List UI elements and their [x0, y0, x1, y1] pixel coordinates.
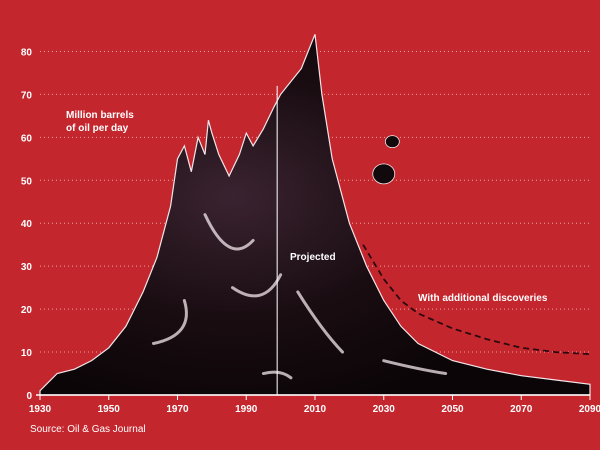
- additional-discoveries-label: With additional discoveries: [418, 293, 548, 304]
- projected-label: Projected: [290, 252, 336, 263]
- y-tick-label: 80: [21, 47, 33, 58]
- y-tick-label: 50: [21, 176, 33, 187]
- production-area: [39, 34, 591, 396]
- additional-discoveries-line: [362, 244, 591, 356]
- annotations: Million barrels of oil per day Projected…: [30, 110, 548, 435]
- x-tick-label: 1950: [98, 404, 121, 415]
- oil-highlight: [151, 299, 188, 345]
- oil-highlight: [382, 359, 448, 376]
- y-axis-label-line-2: of oil per day: [66, 123, 129, 134]
- oil-highlight: [203, 213, 255, 251]
- y-tick-label: 10: [21, 348, 33, 359]
- oil-highlight: [261, 370, 293, 380]
- x-tick-label: 2010: [304, 404, 327, 415]
- x-tick-label: 1990: [235, 404, 258, 415]
- oil-highlight: [296, 290, 344, 354]
- x-tick-label: 1930: [29, 404, 52, 415]
- production-area-shape: [39, 34, 591, 396]
- y-tick-label: 30: [21, 262, 33, 273]
- x-tick-label: 2090: [579, 404, 600, 415]
- y-tick-label: 0: [26, 391, 32, 402]
- projection-lines: [276, 85, 591, 395]
- x-tick-label: 2050: [441, 404, 464, 415]
- x-tick-label: 2030: [373, 404, 396, 415]
- x-tick-label: 2070: [510, 404, 533, 415]
- y-tick-label: 40: [21, 219, 33, 230]
- oil-droplet: [384, 135, 400, 149]
- y-tick-label: 20: [21, 305, 33, 316]
- y-axis-label-line-1: Million barrels: [66, 110, 134, 121]
- y-tick-label: 60: [21, 133, 33, 144]
- y-tick-label: 70: [21, 90, 33, 101]
- x-tick-label: 1970: [166, 404, 189, 415]
- oil-droplet: [372, 163, 396, 185]
- source-note: Source: Oil & Gas Journal: [30, 424, 146, 435]
